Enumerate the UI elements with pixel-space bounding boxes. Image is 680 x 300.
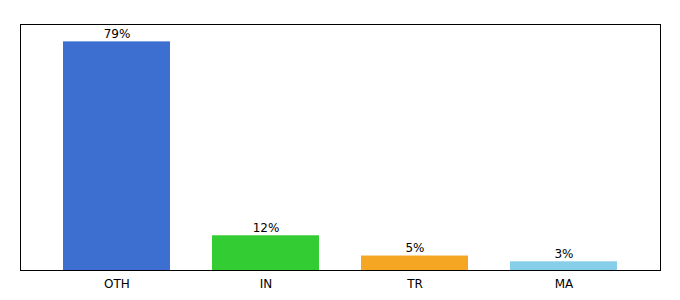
svg-text:OTH: OTH [104,277,130,291]
svg-text:3%: 3% [554,247,573,261]
svg-text:79%: 79% [104,27,131,41]
svg-text:MA: MA [555,277,574,291]
svg-text:IN: IN [260,277,273,291]
svg-text:12%: 12% [253,221,280,235]
svg-text:5%: 5% [405,241,424,255]
svg-text:TR: TR [406,277,423,291]
